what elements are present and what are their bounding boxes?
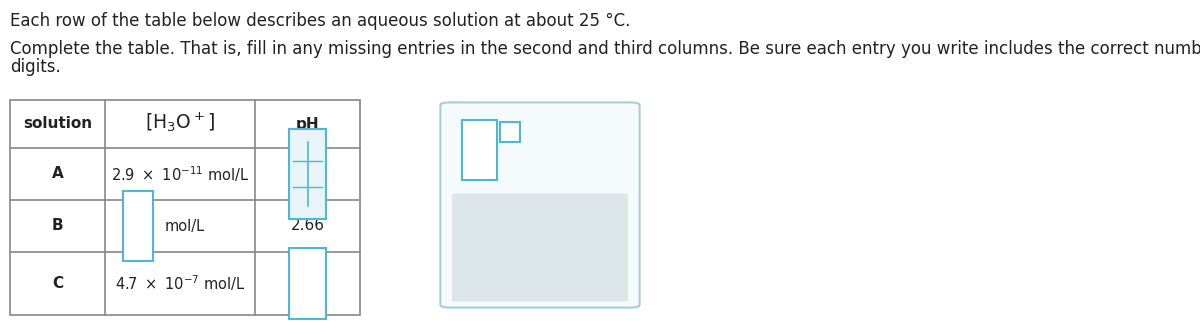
FancyBboxPatch shape — [452, 193, 628, 302]
Text: ↺: ↺ — [532, 238, 548, 257]
Text: Each row of the table below describes an aqueous solution at about 25 °C.: Each row of the table below describes an… — [10, 12, 630, 30]
Text: B: B — [52, 219, 64, 233]
FancyBboxPatch shape — [462, 120, 497, 180]
Text: 2.66: 2.66 — [290, 219, 324, 233]
Text: pH: pH — [295, 117, 319, 132]
Text: x10: x10 — [523, 126, 545, 138]
FancyBboxPatch shape — [440, 102, 640, 308]
Text: C: C — [52, 276, 64, 291]
Text: $4.7\ \times\ 10^{-7}$ mol/L: $4.7\ \times\ 10^{-7}$ mol/L — [115, 273, 245, 293]
Text: solution: solution — [23, 117, 92, 132]
FancyBboxPatch shape — [122, 191, 154, 261]
Text: $2.9\ \times\ 10^{-11}$ mol/L: $2.9\ \times\ 10^{-11}$ mol/L — [110, 164, 250, 184]
Text: $\left[\mathrm{H_3O^+}\right]$: $\left[\mathrm{H_3O^+}\right]$ — [145, 111, 215, 134]
Text: ?: ? — [593, 239, 602, 256]
Text: Complete the table. That is, fill in any missing entries in the second and third: Complete the table. That is, fill in any… — [10, 40, 1200, 58]
Text: A: A — [52, 167, 64, 181]
Bar — [10, 100, 360, 315]
FancyBboxPatch shape — [500, 122, 520, 142]
Text: mol/L: mol/L — [166, 219, 205, 233]
Text: ×: × — [474, 238, 491, 257]
Text: digits.: digits. — [10, 58, 61, 76]
FancyBboxPatch shape — [289, 129, 325, 219]
FancyBboxPatch shape — [289, 248, 325, 319]
